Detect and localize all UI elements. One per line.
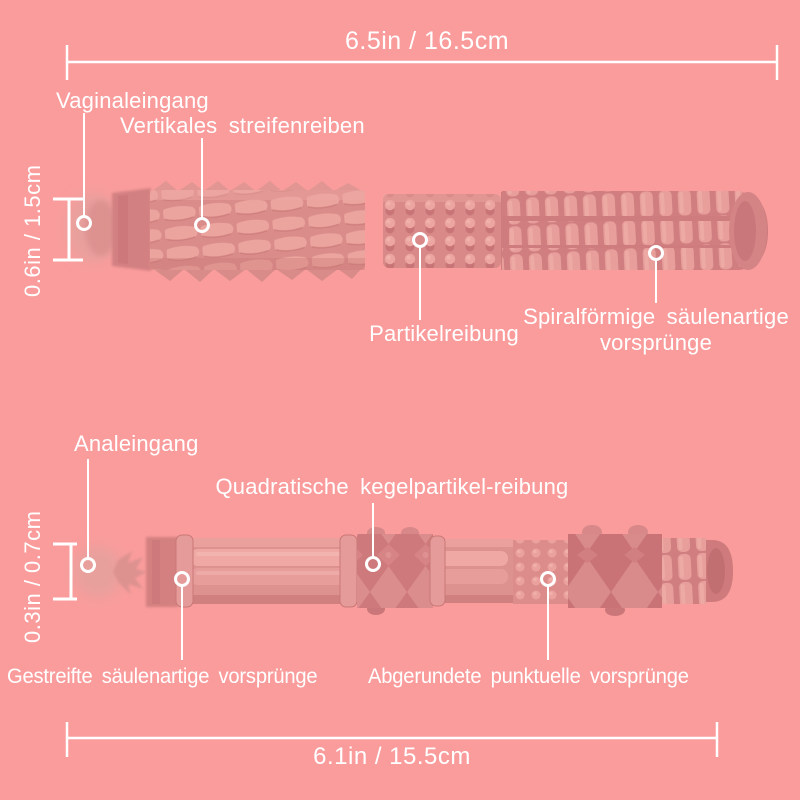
vertical-stripe-texture-section (150, 181, 365, 282)
anal-entrance-collar (146, 537, 178, 607)
callout-vertical-stripe (194, 138, 210, 233)
bottom-length-dimension-line (65, 722, 719, 757)
rounded-dot-label: Abgerundete punktuelle vorsprünge (368, 665, 689, 688)
vaginal-entrance-blob (66, 193, 120, 263)
top-length-dimension-line (65, 45, 779, 80)
anal-sleeve-end-cap (706, 540, 733, 602)
spiral-column-texture-label-line1: Spiralförmige säulenartige (523, 304, 789, 329)
end-column-section (662, 538, 706, 604)
callout-particle (412, 232, 428, 320)
callout-rounded-dot (540, 571, 556, 660)
spiral-column-texture-section (501, 191, 768, 270)
anal-entrance-label: Analeingang (74, 431, 199, 456)
top-length-dimension-label: 6.5in / 16.5cm (344, 27, 510, 55)
square-cone-particle-section (357, 527, 433, 615)
vaginal-entrance-collar (112, 188, 151, 271)
vaginal-entrance-diameter-bracket (53, 197, 83, 262)
vertical-stripe-texture-label: Vertikales streifenreiben (120, 113, 365, 138)
anal-diameter-dimension-label: 0.3in / 0.7cm (20, 510, 45, 644)
particle-texture-label: Partikelreibung (369, 321, 519, 346)
striped-column-label: Gestreifte säulenartige vorsprünge (7, 665, 318, 688)
callout-spiral-column (648, 245, 664, 303)
large-cone-section (568, 525, 662, 616)
callout-anal-entrance (80, 459, 96, 573)
striped-column-section-2 (429, 535, 513, 607)
spiral-column-texture-label-line2: vorsprünge (599, 330, 713, 355)
anal-entrance-diameter-bracket (53, 542, 77, 601)
particle-texture-section (383, 194, 501, 268)
square-cone-particle-label: Quadratische kegelpartikel-reibung (215, 474, 569, 499)
callout-vaginal-entrance (76, 113, 92, 231)
vaginal-entrance-label: Vaginaleingang (56, 88, 209, 113)
striped-column-section-1 (175, 534, 360, 608)
anal-sleeve-illustration (73, 525, 733, 616)
vaginal-diameter-dimension-label: 0.6in / 1.5cm (20, 164, 45, 298)
callout-square-cone-particle (365, 503, 381, 572)
rounded-dot-section (513, 540, 568, 604)
vaginal-sleeve-illustration (66, 181, 768, 282)
callout-striped-column (174, 571, 190, 660)
bottom-length-dimension-label: 6.1in / 15.5cm (313, 743, 471, 770)
anal-entrance-blob (73, 546, 147, 598)
